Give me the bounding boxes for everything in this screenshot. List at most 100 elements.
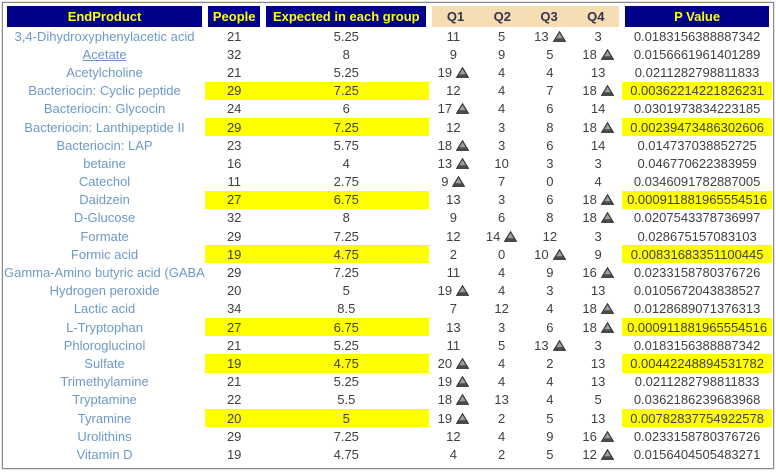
q4-value: 3 [594,337,602,353]
people-cell: 21 [226,337,242,353]
q1-value: 19 [437,283,453,299]
q3-header-label: Q3 [540,9,558,24]
table-row: Daidzein 27 6.75 13 3 6 18 0.00091188196… [4,190,772,209]
q1-cell: 13 [429,318,477,336]
q2-value: 4 [497,283,506,299]
q3-value: 2 [546,355,554,371]
table-row: Formate 29 7.25 12 14 12 3 0.02867515708… [4,227,772,245]
endproduct-link[interactable]: Bacteriocin: Lanthipeptide II [24,119,185,135]
endproduct-link[interactable]: Acetate [82,46,127,62]
endproduct-link[interactable]: Tyramine [77,410,132,426]
endproduct-cell: Formate [4,227,205,245]
pvalue-cell: 0.046770622383959 [637,155,757,171]
endproduct-link[interactable]: Lactic acid [73,301,136,317]
endproduct-link[interactable]: Bacteriocin: Cyclic peptide [28,83,181,99]
endproduct-link[interactable]: Daidzein [79,192,130,208]
pvalue-cell: 0.0183156388887342 [633,28,761,44]
expected-cell: 7.25 [263,117,430,137]
endproduct-link[interactable]: Bacteriocin: LAP [56,137,153,153]
endproduct-link[interactable]: Gamma-Amino butyric acid (GABA) [4,265,206,281]
expected-cell: 5 [342,283,350,299]
q3-cell: 4 [526,391,574,409]
q4-value: 13 [590,410,606,426]
q3-value: 4 [546,64,554,80]
endproduct-link[interactable]: Bacteriocin: Glycocin [43,101,166,117]
q1-value: 11 [446,265,461,281]
endproduct-link[interactable]: Hydrogen peroxide [49,283,160,299]
q1-value: 12 [446,119,461,135]
q3-cell: 13 [526,336,574,354]
flag-triangle-icon [456,101,470,116]
table-row: betaine 16 4 13 10 3 3 0.046770622383959 [4,154,772,172]
column-header-people: People [205,6,263,27]
q1-header-label: Q1 [446,9,465,24]
q3-cell: 2 [526,354,574,372]
expected-cell: 5.75 [333,137,359,153]
endproduct-link[interactable]: Phloroglucinol [63,337,146,353]
endproduct-link[interactable]: Formic acid [70,246,139,262]
flag-triangle-icon [456,374,470,389]
endproduct-link[interactable]: Urolithins [77,428,132,444]
q1-value: 7 [449,301,457,317]
q1-value: 12 [446,83,461,99]
q1-cell: 11 [429,336,477,354]
q3-cell: 6 [526,100,574,118]
endproduct-results-table: EndProduct People Expected in each group… [4,6,772,464]
q4-cell: 3 [574,27,622,45]
q4-cell: 3 [574,154,622,172]
pvalue-cell: 0.00239473486302606 [622,117,772,137]
q1-value: 18 [437,137,453,153]
expected-cell: 5.25 [333,374,359,390]
endproduct-link[interactable]: Vitamin D [76,446,133,462]
q3-value: 0 [546,174,554,190]
q3-value: 9 [546,265,554,281]
q1-cell: 19 [429,63,477,81]
expected-cell: 7.25 [263,81,430,100]
q4-value: 3 [594,155,602,171]
q4-value: 16 [582,265,597,281]
q4-value: 3 [594,28,602,44]
endproduct-link[interactable]: Formate [80,228,129,244]
q2-value: 12 [494,301,509,317]
people-cell: 29 [205,117,264,137]
table-row: Vitamin D 19 4.75 4 2 5 12 0.01564045054… [4,445,772,463]
q1-cell: 18 [429,136,477,154]
q2-value: 2 [497,446,506,462]
endproduct-link[interactable]: Catechol [78,174,131,190]
q3-cell: 6 [526,318,574,336]
q1-cell: 12 [429,427,477,445]
expected-header-label: Expected in each group [266,6,427,27]
q1-value: 19 [437,410,453,426]
expected-cell: 5 [263,408,430,428]
q3-cell: 0 [526,173,574,191]
flag-triangle-icon [600,210,614,225]
q2-cell: 4 [477,282,525,300]
people-cell: 19 [205,354,264,373]
q4-value: 13 [590,64,606,80]
people-cell: 29 [226,265,242,281]
expected-cell: 7.25 [333,228,359,244]
people-cell: 29 [226,228,242,244]
endproduct-link[interactable]: L-Tryptophan [66,319,143,335]
endproduct-link[interactable]: Tryptamine [72,392,137,408]
endproduct-link[interactable]: 3,4-Dihydroxyphenylacetic acid [14,28,195,44]
endproduct-link[interactable]: Sulfate [84,355,125,371]
q3-value: 10 [534,246,549,262]
column-header-pvalue: P Value [622,6,772,27]
q4-value: 18 [582,192,597,208]
expected-cell: 6 [342,101,350,117]
endproduct-link[interactable]: betaine [83,155,126,171]
expected-cell: 8.5 [337,301,356,317]
q1-value: 13 [437,155,453,171]
q1-cell: 19 [429,409,477,427]
flag-triangle-icon [552,29,566,44]
q4-cell: 18 [574,82,622,100]
q1-value: 12 [446,228,461,244]
q1-cell: 17 [429,100,477,118]
endproduct-link[interactable]: D-Glucose [73,210,136,226]
endproduct-link[interactable]: Acetylcholine [66,64,143,80]
people-cell: 21 [226,64,242,80]
endproduct-link[interactable]: Trimethylamine [60,374,149,390]
endproduct-cell: Daidzein [4,191,205,209]
